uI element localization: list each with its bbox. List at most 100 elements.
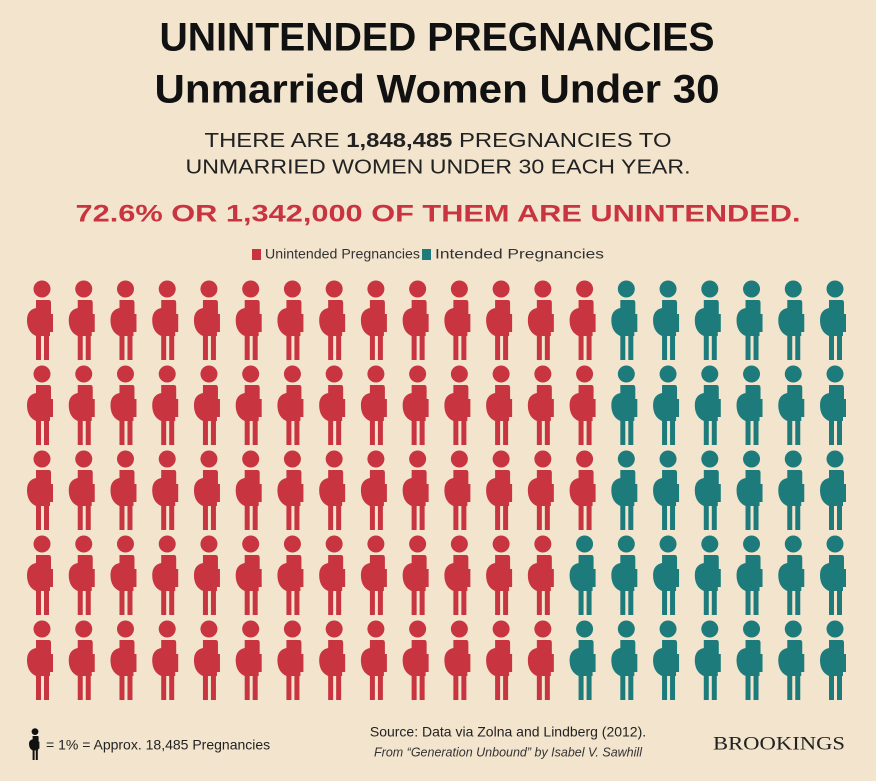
intro-line: UNMARRIED WOMEN UNDER 30 EACH YEAR. (186, 156, 691, 178)
icon-head (75, 450, 93, 468)
icon-head (367, 535, 385, 553)
icon-head (75, 365, 93, 383)
icon-body (444, 555, 471, 615)
icon-body (193, 470, 220, 530)
person-icon (778, 620, 805, 700)
icon-body (778, 470, 805, 530)
icon-body (68, 385, 95, 445)
icon-body (152, 385, 179, 445)
icon-body (319, 640, 346, 700)
icon-head (826, 620, 844, 638)
icon-head (659, 280, 677, 298)
icon-head (534, 450, 552, 468)
icon-body (27, 640, 53, 700)
person-icon (360, 620, 387, 700)
icon-body (235, 300, 262, 360)
icon-body (110, 385, 137, 445)
person-icon (527, 280, 554, 360)
icon-body (235, 385, 262, 445)
icon-head (116, 535, 134, 553)
icon-body (444, 300, 471, 360)
icon-head (743, 280, 761, 298)
person-icon (193, 450, 220, 530)
person-icon (110, 620, 137, 700)
icon-body (611, 470, 638, 530)
icon-head (158, 620, 176, 638)
person-icon (110, 365, 137, 445)
icon-body (653, 385, 680, 445)
icon-head (200, 535, 218, 553)
icon-body (110, 555, 137, 615)
source-note: From “Generation Unbound” by Isabel V. S… (374, 745, 643, 759)
person-icon (360, 535, 387, 615)
icon-head (534, 620, 552, 638)
icon-head (826, 280, 844, 298)
icon-head (325, 365, 343, 383)
icon-body (611, 385, 638, 445)
legend-label: Intended Pregnancies (435, 246, 604, 262)
person-icon (778, 365, 805, 445)
person-icon (569, 535, 596, 615)
icon-body (611, 555, 638, 615)
icon-head (325, 620, 343, 638)
icon-head (158, 365, 176, 383)
person-icon (444, 365, 471, 445)
person-icon (653, 535, 680, 615)
icon-head (367, 365, 385, 383)
icon-body (193, 300, 220, 360)
person-icon (486, 280, 513, 360)
icon-body (820, 555, 846, 615)
icon-head (784, 620, 802, 638)
person-icon (820, 535, 846, 615)
icon-head (33, 450, 51, 468)
legend-swatch (252, 249, 261, 260)
person-icon (736, 620, 763, 700)
icon-head (617, 280, 635, 298)
person-icon (68, 620, 95, 700)
icon-body (736, 555, 763, 615)
intro-text: PREGNANCIES TO (452, 130, 671, 152)
icon-body (68, 640, 95, 700)
icon-body (736, 300, 763, 360)
icon-head (33, 620, 51, 638)
person-icon (277, 450, 304, 530)
icon-body (778, 555, 805, 615)
icon-body (402, 470, 429, 530)
icon-head (743, 535, 761, 553)
icon-head (116, 450, 134, 468)
icon-head (826, 535, 844, 553)
person-icon (611, 280, 638, 360)
icon-head (659, 535, 677, 553)
icon-body (360, 640, 387, 700)
icon-head (784, 450, 802, 468)
person-icon (319, 280, 346, 360)
icon-head (450, 620, 468, 638)
icon-head (242, 450, 260, 468)
person-icon (360, 450, 387, 530)
icon-head (701, 620, 719, 638)
person-icon (68, 450, 95, 530)
person-icon (110, 450, 137, 530)
icon-head (75, 620, 93, 638)
icon-body (277, 300, 304, 360)
icon-body (152, 300, 179, 360)
icon-body (319, 300, 346, 360)
icon-head (409, 450, 427, 468)
icon-head (325, 280, 343, 298)
person-icon (68, 535, 95, 615)
person-icon (527, 365, 554, 445)
icon-head (743, 365, 761, 383)
icon-body (319, 385, 346, 445)
icon-head (701, 535, 719, 553)
person-icon (527, 450, 554, 530)
person-icon (235, 280, 262, 360)
person-icon (402, 535, 429, 615)
icon-body (110, 640, 137, 700)
icon-head (659, 365, 677, 383)
intro-number: 1,848,485 (346, 130, 452, 152)
icon-body (611, 640, 638, 700)
icon-body (569, 640, 596, 700)
icon-body (694, 385, 721, 445)
icon-body (694, 640, 721, 700)
